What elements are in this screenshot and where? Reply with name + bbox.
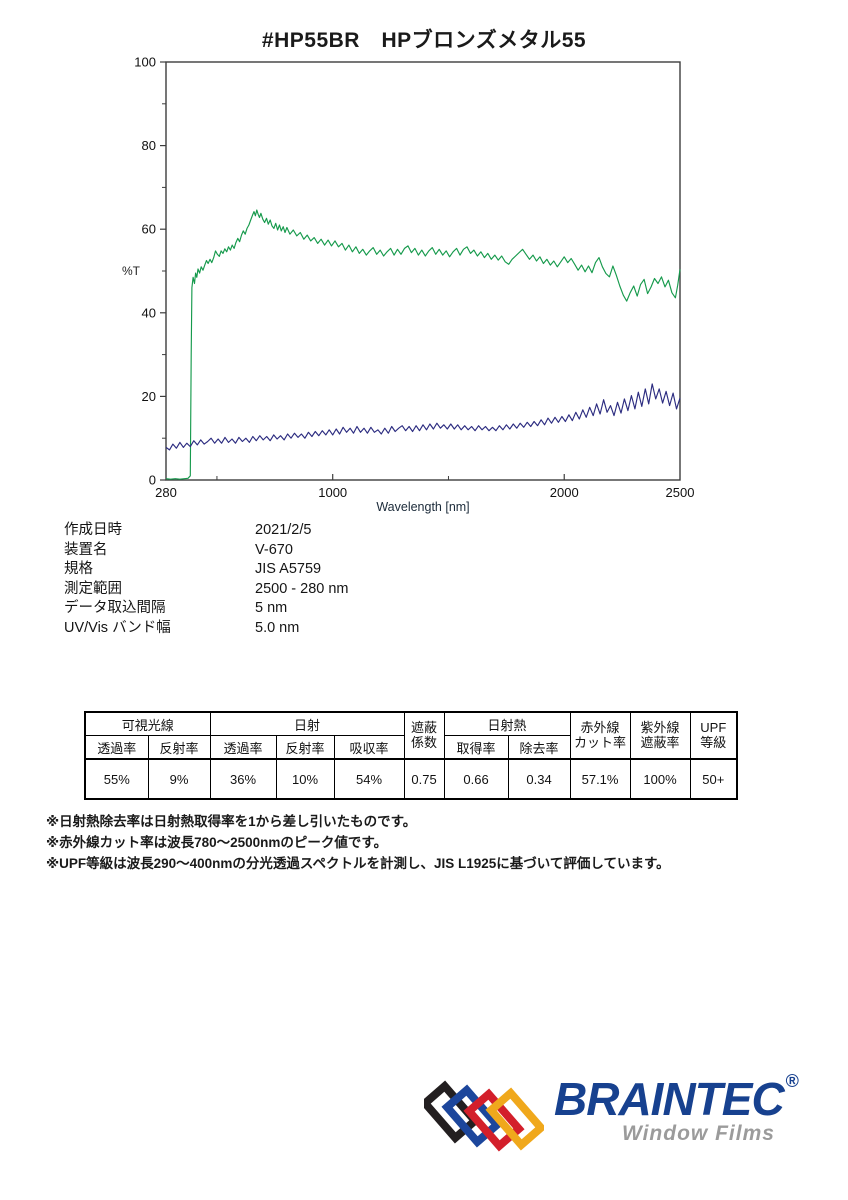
brand-name: BRAINTEC bbox=[554, 1073, 785, 1125]
col-group-solar: 日射 bbox=[209, 711, 405, 736]
y-tick-label: 100 bbox=[134, 55, 156, 70]
x-tick-label: 1000 bbox=[318, 485, 347, 500]
subcol-visible-transmittance: 透過率 bbox=[84, 735, 149, 760]
measurement-metadata: 作成日時 2021/2/5 装置名 V-670 規格 JIS A5759 測定範… bbox=[64, 521, 349, 638]
plot-frame bbox=[165, 61, 681, 481]
col-ir-cut-rate: 赤外線 カット率 bbox=[569, 711, 631, 760]
value-solar-transmittance: 36% bbox=[209, 758, 277, 800]
meta-value: 5 nm bbox=[255, 600, 288, 616]
y-tick-label: 60 bbox=[142, 222, 156, 237]
logo-text: BRAINTEC ® Window Films bbox=[554, 1072, 799, 1146]
subcol-heat-rejection: 除去率 bbox=[507, 735, 571, 760]
meta-value: 5.0 nm bbox=[255, 619, 300, 636]
y-tick-label: 40 bbox=[142, 305, 156, 320]
report-title: #HP55BR HPブロンズメタル55 bbox=[261, 29, 587, 52]
subcol-solar-absorptance: 吸収率 bbox=[333, 735, 405, 760]
col-uv-block-rate: 紫外線 遮蔽率 bbox=[629, 711, 691, 760]
x-tick-label: 2000 bbox=[550, 485, 579, 500]
y-tick-label: 20 bbox=[142, 389, 156, 404]
x-axis-label: Wavelength [nm] bbox=[376, 500, 469, 514]
value-shading-coefficient: 0.75 bbox=[403, 758, 445, 800]
meta-label: 作成日時 bbox=[64, 522, 122, 538]
value-solar-absorptance: 54% bbox=[333, 758, 405, 800]
value-ir-cut-rate: 57.1% bbox=[569, 758, 631, 800]
meta-row-standard: 規格 JIS A5759 bbox=[64, 560, 349, 580]
meta-label: 規格 bbox=[64, 561, 93, 577]
brand-tagline: Window Films bbox=[621, 1122, 775, 1145]
diamond-frames-icon bbox=[424, 1080, 544, 1152]
meta-label: 装置名 bbox=[64, 541, 108, 558]
y-tick-label: 0 bbox=[149, 473, 156, 488]
value-visible-transmittance: 55% bbox=[84, 758, 149, 800]
value-uv-block-rate: 100% bbox=[629, 758, 691, 800]
subcol-visible-reflectance: 反射率 bbox=[147, 735, 211, 760]
col-shading-coefficient: 遮蔽 係数 bbox=[403, 711, 445, 760]
meta-row-bandwidth: UV/Vis バンド幅 5.0 nm bbox=[64, 619, 349, 639]
transmittance-curve bbox=[165, 209, 681, 480]
subcol-heat-gain: 取得率 bbox=[443, 735, 509, 760]
chart: 0 20 40 60 80 100 280 1000 2000 2500 %T Wavelength … bbox=[100, 52, 700, 522]
value-solar-reflectance: 10% bbox=[275, 758, 335, 800]
value-upf-rating: 50+ bbox=[689, 758, 738, 800]
footnote: ※赤外線カット率は波長780～2500nmのピーク値です。 bbox=[46, 835, 388, 850]
col-group-visible-light: 可視光線 bbox=[84, 711, 211, 736]
meta-row-instrument: 装置名 V-670 bbox=[64, 541, 349, 561]
value-heat-rejection: 0.34 bbox=[507, 758, 571, 800]
meta-label: 測定範囲 bbox=[64, 580, 122, 597]
subcol-solar-reflectance: 反射率 bbox=[275, 735, 335, 760]
y-tick-label: 80 bbox=[142, 138, 156, 153]
reflectance-curve bbox=[165, 383, 681, 451]
value-heat-gain: 0.66 bbox=[443, 758, 509, 800]
meta-value: JIS A5759 bbox=[255, 561, 322, 577]
footnotes: ※日射熱除去率は日射熱取得率を1から差し引いたものです。 ※赤外線カット率は波長… bbox=[46, 811, 670, 874]
meta-row-interval: データ取込間隔 5 nm bbox=[64, 599, 349, 619]
meta-value: V-670 bbox=[255, 541, 293, 558]
meta-row-created: 作成日時 2021/2/5 bbox=[64, 521, 349, 541]
diamond-red bbox=[463, 1088, 525, 1152]
value-visible-reflectance: 9% bbox=[147, 758, 211, 800]
meta-row-range: 測定範囲 2500 - 280 nm bbox=[64, 580, 349, 600]
meta-label: UV/Vis バンド幅 bbox=[64, 619, 171, 636]
footnote: ※日射熱除去率は日射熱取得率を1から差し引いたものです。 bbox=[46, 814, 417, 829]
registered-trademark-icon: ® bbox=[785, 1071, 799, 1091]
col-upf-rating: UPF 等級 bbox=[689, 711, 738, 760]
col-group-solar-heat: 日射熱 bbox=[443, 711, 571, 736]
spectral-chart: 0 20 40 60 80 100 280 1000 2000 2500 %T Wavelength … bbox=[122, 55, 695, 515]
meta-value: 2021/2/5 bbox=[255, 522, 312, 538]
subcol-solar-transmittance: 透過率 bbox=[209, 735, 277, 760]
results-table: 可視光線 日射 遮蔽 係数 日射熱 赤外線 カット率 紫外線 遮蔽率 UPF 等… bbox=[84, 711, 739, 800]
meta-value: 2500 - 280 nm bbox=[255, 580, 349, 597]
y-axis-label: %T bbox=[122, 264, 141, 278]
footnote: ※UPF等級は波長290～400nmの分光透過スペクトルを計測し、JIS L19… bbox=[46, 856, 670, 871]
diamond-gold bbox=[485, 1087, 544, 1151]
x-tick-label: 2500 bbox=[666, 485, 695, 500]
braintec-logo-mark bbox=[424, 1080, 544, 1152]
x-tick-label: 280 bbox=[155, 485, 177, 500]
meta-label: データ取込間隔 bbox=[64, 600, 166, 616]
braintec-logo: BRAINTEC ® Window Films bbox=[424, 1072, 799, 1162]
